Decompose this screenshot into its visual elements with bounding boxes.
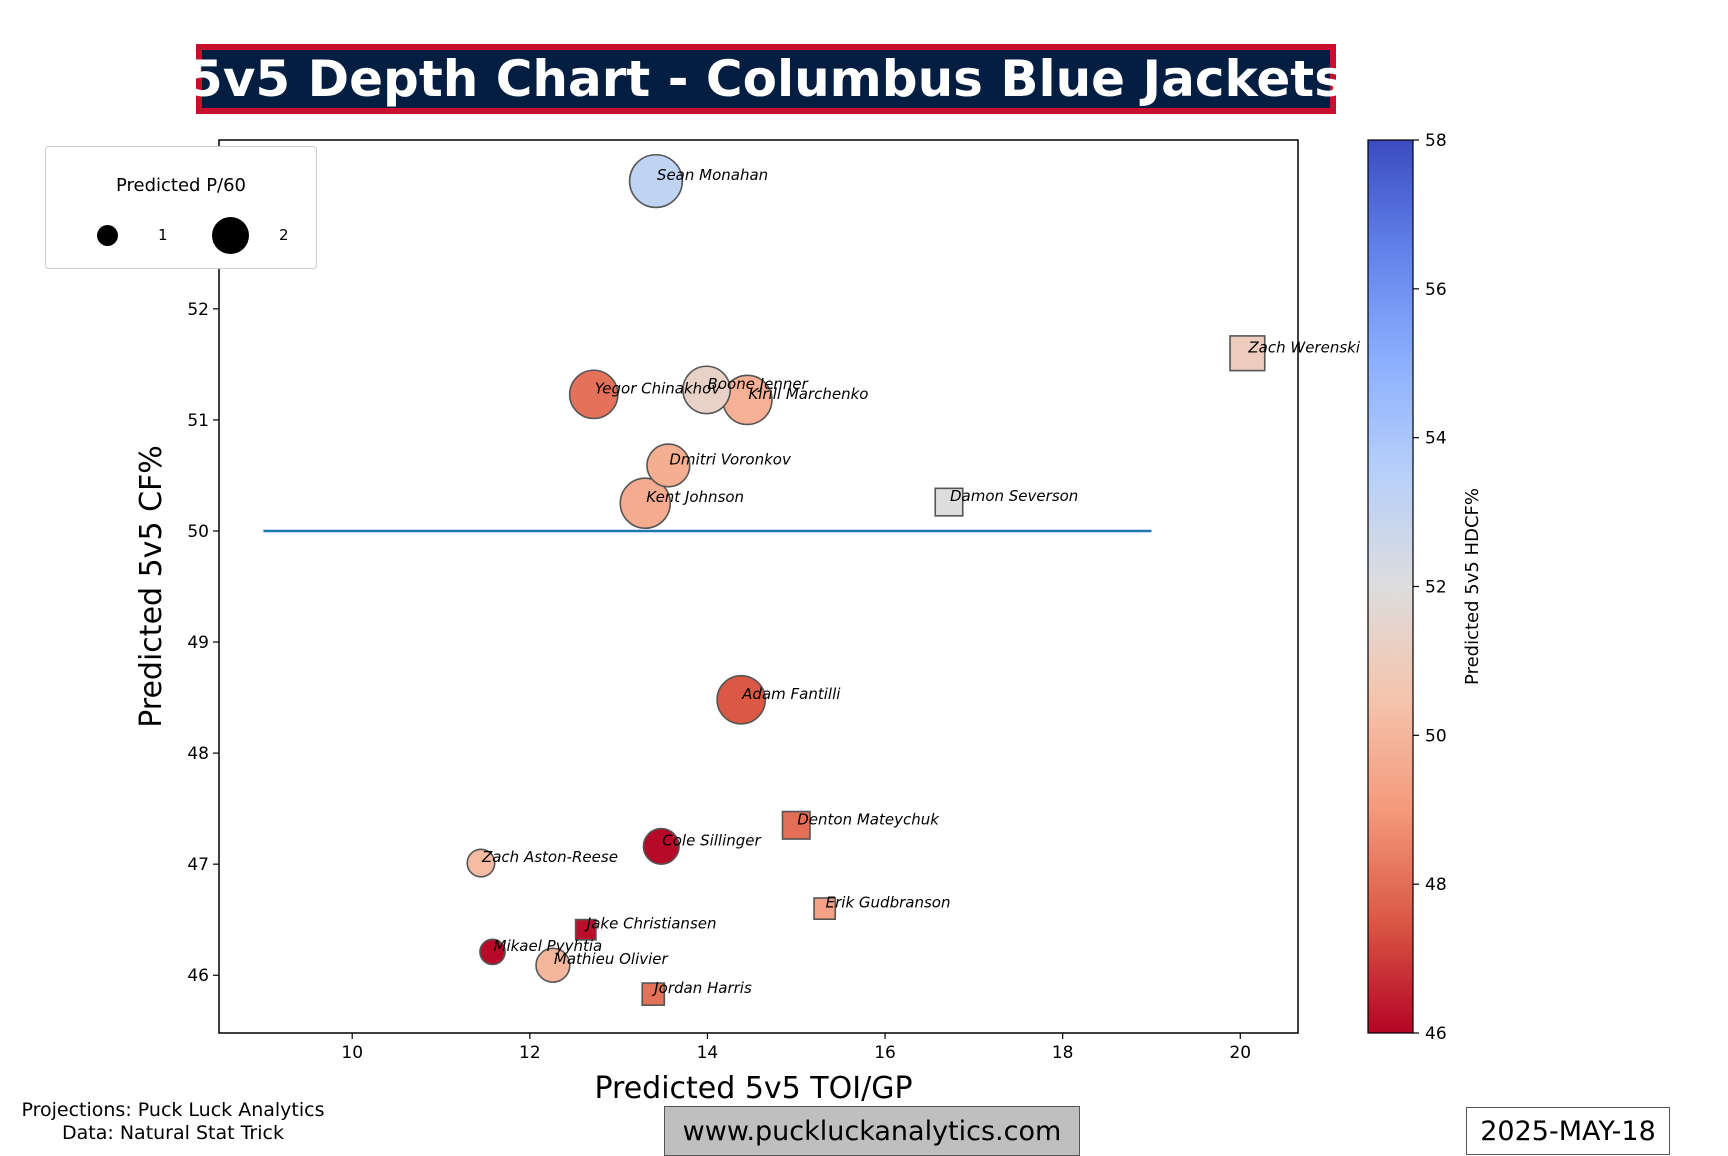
y-axis-label: Predicted 5v5 CF% <box>134 445 169 728</box>
player-label: Adam Fantilli <box>741 685 841 703</box>
player-label: Mathieu Olivier <box>554 950 669 968</box>
footer-credits: Projections: Puck Luck Analytics Data: N… <box>12 1099 334 1145</box>
player-label: Zach Aston-Reese <box>481 848 618 866</box>
player-label: Kirill Marchenko <box>748 385 868 403</box>
player-label: Denton Mateychuk <box>797 810 940 828</box>
player-point-circle <box>682 365 731 415</box>
player-point-circle <box>628 153 684 209</box>
player-point-circle <box>642 827 680 866</box>
chart-title: 5v5 Depth Chart - Columbus Blue Jackets <box>188 50 1344 108</box>
player-label: Dmitri Voronkov <box>669 450 792 468</box>
colorbar-tick-label: 46 <box>1425 1024 1447 1044</box>
player-point-square <box>1229 335 1266 372</box>
player-label: Zach Werenski <box>1247 338 1360 356</box>
player-label: Mikael Pyyhtia <box>494 937 603 955</box>
player-point-square <box>641 982 666 1006</box>
colorbar-tick-label: 56 <box>1425 280 1447 300</box>
colorbar-tick-label: 52 <box>1425 578 1447 598</box>
player-point-square <box>574 918 597 941</box>
colorbar-label: Predicted 5v5 HDCF% <box>1462 488 1483 685</box>
date-badge: 2025-MAY-18 <box>1466 1107 1670 1155</box>
y-tick-label: 49 <box>187 633 209 653</box>
footer-data-source: Data: Natural Stat Trick <box>62 1122 284 1144</box>
legend-marker-large <box>212 217 249 254</box>
date-text: 2025-MAY-18 <box>1480 1115 1656 1147</box>
x-tick-label: 20 <box>1229 1043 1251 1063</box>
player-label: Erik Gudbranson <box>826 894 951 912</box>
player-point-circle <box>479 938 506 966</box>
x-tick-label: 10 <box>341 1043 363 1063</box>
player-point-square <box>781 810 811 840</box>
player-label: Cole Sillinger <box>662 831 761 849</box>
website-url: www.puckluckanalytics.com <box>664 1106 1080 1156</box>
size-legend: Predicted P/60 1 2 <box>45 146 317 269</box>
player-label: Boone Jenner <box>708 375 809 393</box>
player-point-circle <box>535 947 571 983</box>
chart-title-box: 5v5 Depth Chart - Columbus Blue Jackets <box>188 44 1344 114</box>
x-tick-label: 14 <box>697 1043 719 1063</box>
y-tick-label: 52 <box>187 300 209 320</box>
y-tick-label: 47 <box>187 855 209 875</box>
y-tick-label: 46 <box>187 966 209 986</box>
plot-frame <box>218 139 1299 1034</box>
player-label: Jake Christiansen <box>584 915 717 933</box>
y-tick-label: 50 <box>187 522 209 542</box>
footer-projections: Projections: Puck Luck Analytics <box>21 1099 325 1121</box>
legend-title: Predicted P/60 <box>115 175 247 196</box>
player-label: Sean Monahan <box>657 166 768 184</box>
x-tick-label: 12 <box>519 1043 541 1063</box>
y-tick-label: 51 <box>187 411 209 431</box>
colorbar-tick-label: 58 <box>1425 131 1447 151</box>
player-label: Jordan Harris <box>651 979 752 997</box>
x-tick-label: 18 <box>1052 1043 1074 1063</box>
legend-label-small: 1 <box>158 226 168 244</box>
colorbar-tick-label: 48 <box>1425 875 1447 895</box>
player-point-square <box>934 487 964 517</box>
legend-label-large: 2 <box>279 226 289 244</box>
colorbar <box>1367 139 1414 1034</box>
legend-marker-small <box>97 225 118 246</box>
x-axis-label: Predicted 5v5 TOI/GP <box>594 1071 912 1106</box>
y-tick-label: 48 <box>187 744 209 764</box>
player-point-square <box>813 897 837 921</box>
x-tick-label: 16 <box>874 1043 896 1063</box>
player-point-circle <box>619 477 672 529</box>
player-point-circle <box>716 674 767 725</box>
player-point-circle <box>646 443 691 488</box>
colorbar-tick-label: 50 <box>1425 726 1447 746</box>
colorbar-tick-label: 54 <box>1425 429 1447 449</box>
player-point-circle <box>466 848 496 878</box>
player-label: Damon Severson <box>950 487 1078 505</box>
player-label: Kent Johnson <box>646 488 744 506</box>
player-point-circle <box>568 369 619 420</box>
player-label: Yegor Chinakhov <box>595 379 722 397</box>
website-url-text: www.puckluckanalytics.com <box>682 1115 1062 1147</box>
